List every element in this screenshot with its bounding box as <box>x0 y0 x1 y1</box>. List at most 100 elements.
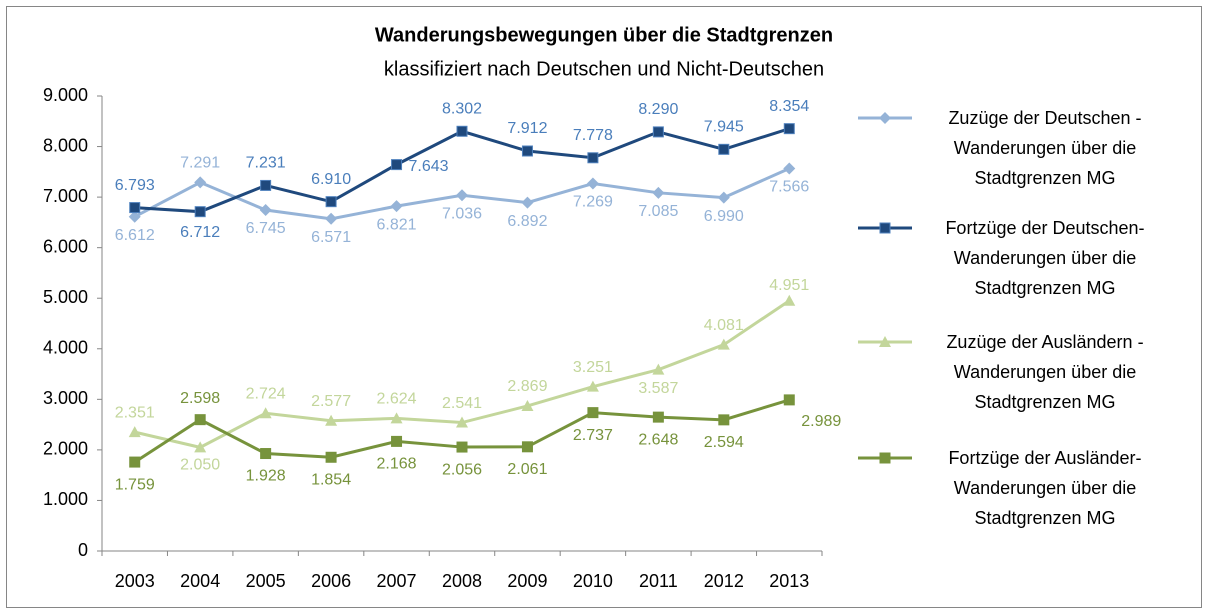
data-label: 2.598 <box>180 390 220 407</box>
x-tick-label: 2010 <box>573 571 613 591</box>
data-label: 2.351 <box>115 404 155 421</box>
data-point <box>717 191 730 204</box>
x-tick-label: 2006 <box>311 571 351 591</box>
data-point <box>391 435 403 447</box>
data-label: 6.571 <box>311 229 351 246</box>
x-tick-label: 2013 <box>769 571 809 591</box>
data-point <box>521 441 533 453</box>
data-label: 2.869 <box>507 378 547 395</box>
data-point <box>456 441 468 453</box>
data-label: 6.712 <box>180 224 220 241</box>
y-tick-label: 4.000 <box>43 338 88 358</box>
data-label: 2.168 <box>377 456 417 473</box>
data-label: 7.085 <box>638 203 678 220</box>
data-point <box>456 125 468 137</box>
data-point <box>129 456 141 468</box>
data-label: 7.912 <box>507 120 547 137</box>
data-label: 6.793 <box>115 177 155 194</box>
data-point <box>652 126 664 138</box>
data-label: 6.612 <box>115 227 155 244</box>
data-label: 2.989 <box>801 413 841 430</box>
y-tick-label: 0 <box>78 540 88 560</box>
data-label: 7.291 <box>180 155 220 172</box>
x-tick-label: 2008 <box>442 571 482 591</box>
data-point <box>325 451 337 463</box>
chart-border <box>6 6 1202 608</box>
data-label: 8.354 <box>769 98 809 115</box>
data-label: 1.854 <box>311 471 351 488</box>
data-label: 1.928 <box>246 468 286 485</box>
data-point <box>260 179 272 191</box>
data-point <box>128 426 141 438</box>
data-point <box>260 448 272 460</box>
legend-entry: Fortzüge der Ausländer- Wanderungen über… <box>948 448 1142 528</box>
data-point <box>325 196 337 208</box>
data-point <box>652 411 664 423</box>
legend-marker <box>879 336 891 347</box>
data-point <box>718 414 730 426</box>
data-label: 7.945 <box>704 119 744 136</box>
chart-subtitle: klassifiziert nach Deutschen und Nicht-D… <box>384 58 824 80</box>
data-point <box>586 380 599 392</box>
y-tick-label: 7.000 <box>43 186 88 206</box>
data-point <box>587 152 599 164</box>
x-tick-label: 2011 <box>639 571 678 591</box>
data-label: 2.577 <box>311 393 351 410</box>
data-point <box>718 143 730 155</box>
data-label: 6.910 <box>311 171 351 188</box>
data-point <box>521 399 534 411</box>
y-tick-label: 5.000 <box>43 287 88 307</box>
data-point <box>194 206 206 218</box>
data-point <box>587 407 599 419</box>
data-label: 4.081 <box>704 317 744 334</box>
data-label: 7.778 <box>573 127 613 144</box>
legend-marker <box>879 452 891 464</box>
data-label: 6.745 <box>246 220 286 237</box>
data-point <box>521 196 534 209</box>
data-point <box>783 294 796 306</box>
data-label: 6.821 <box>377 216 417 233</box>
data-point <box>129 202 141 214</box>
chart-title: Wanderungsbewegungen über die Stadtgrenz… <box>375 24 833 46</box>
data-label: 7.231 <box>246 155 286 172</box>
x-tick-label: 2004 <box>180 571 220 591</box>
data-label: 7.036 <box>442 206 482 223</box>
x-tick-label: 2009 <box>507 571 547 591</box>
data-point <box>259 407 272 419</box>
data-point <box>128 210 141 223</box>
data-point <box>194 414 206 426</box>
data-label: 4.951 <box>769 277 809 294</box>
data-point <box>456 189 468 202</box>
data-point <box>325 212 338 225</box>
y-tick-label: 6.000 <box>43 236 88 256</box>
data-point <box>390 200 403 213</box>
data-label: 7.643 <box>409 158 449 175</box>
data-label: 2.061 <box>507 461 547 478</box>
y-tick-label: 8.000 <box>43 135 88 155</box>
data-label: 2.594 <box>704 434 744 451</box>
data-point <box>521 145 533 157</box>
data-label: 8.290 <box>638 101 678 118</box>
data-label: 1.759 <box>115 476 155 493</box>
data-point <box>390 412 403 424</box>
y-tick-label: 1.000 <box>43 489 88 509</box>
data-point <box>456 416 468 428</box>
data-label: 7.566 <box>769 179 809 196</box>
data-label: 6.892 <box>507 213 547 230</box>
data-point <box>652 363 665 375</box>
data-label: 2.737 <box>573 427 613 444</box>
data-point <box>783 394 795 406</box>
data-label: 8.302 <box>442 101 482 118</box>
y-tick-label: 3.000 <box>43 388 88 408</box>
data-point <box>391 159 403 171</box>
data-label: 2.541 <box>442 395 482 412</box>
data-label: 2.050 <box>180 457 220 474</box>
y-tick-label: 9.000 <box>43 85 88 105</box>
data-point <box>783 162 796 175</box>
data-label: 2.056 <box>442 461 482 478</box>
x-tick-label: 2005 <box>246 571 286 591</box>
data-point <box>259 204 272 217</box>
data-label: 6.990 <box>704 208 744 225</box>
